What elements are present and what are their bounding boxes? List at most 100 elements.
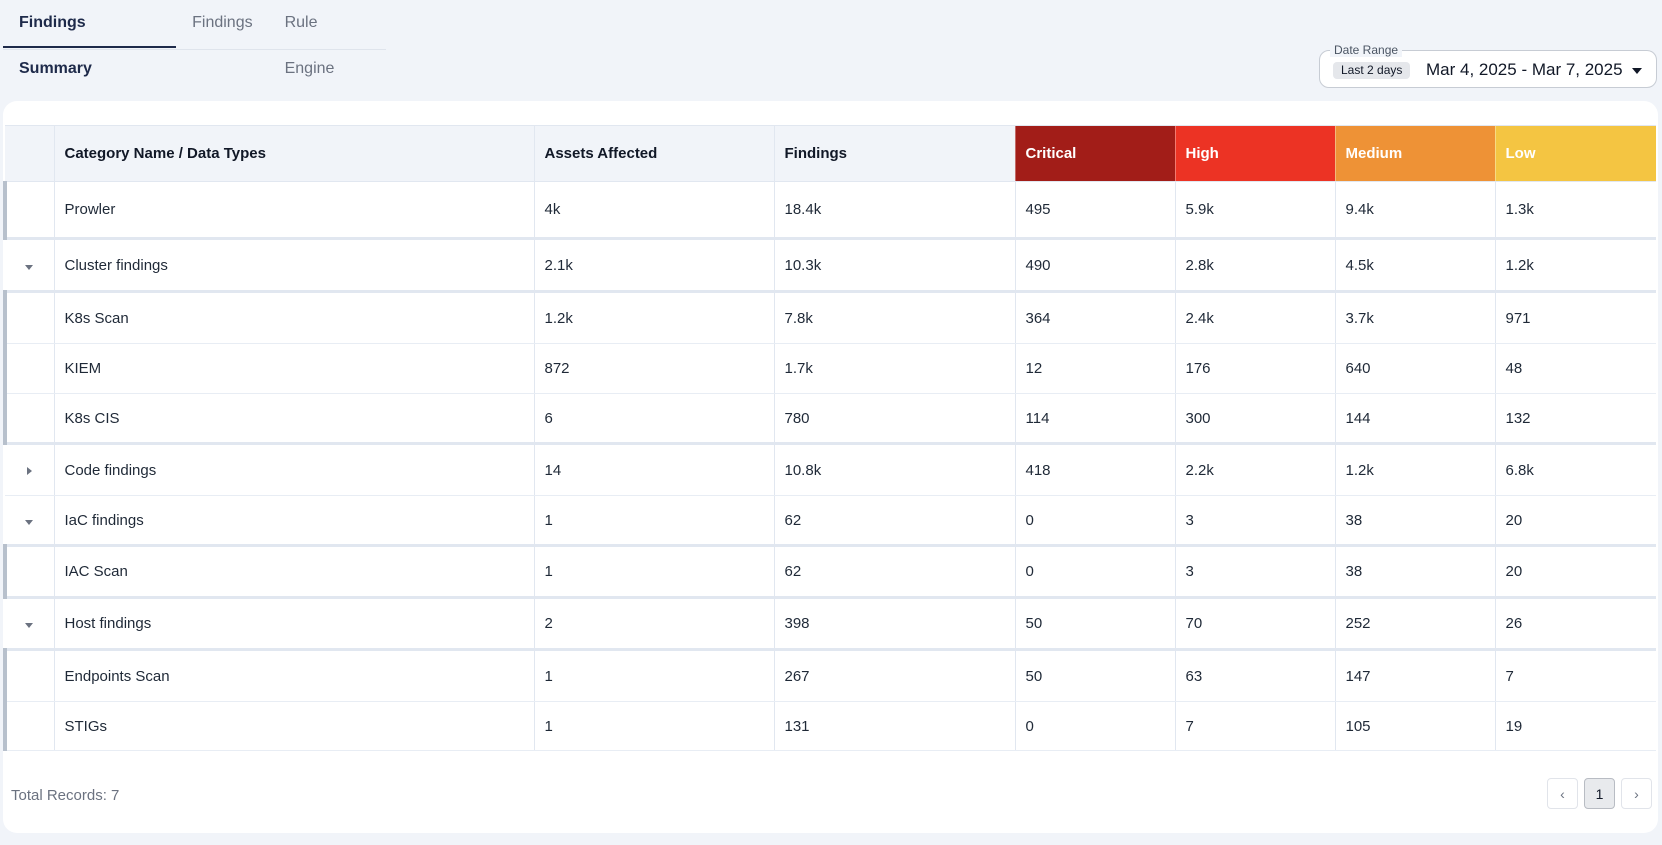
header-high[interactable]: High	[1174, 125, 1335, 182]
row-low: 6.8k	[1494, 442, 1656, 496]
row-category-name: Prowler	[53, 181, 534, 239]
row-high: 3	[1174, 495, 1335, 546]
table-row[interactable]: IaC findings 1 62 0 3 38 20	[5, 495, 1656, 546]
row-medium: 38	[1334, 544, 1495, 598]
row-assets: 4k	[533, 181, 774, 239]
row-category-name: Endpoints Scan	[53, 648, 534, 702]
tab-rule-engine[interactable]: Rule Engine	[284, 14, 335, 77]
table-row[interactable]: Cluster findings 2.1k 10.3k 490 2.8k 4.5…	[5, 237, 1656, 292]
row-medium: 1.2k	[1334, 442, 1495, 496]
table-row[interactable]: IAC Scan 1 62 0 3 38 20	[3, 544, 1656, 598]
row-expand-toggle[interactable]	[5, 442, 54, 496]
page-1-button[interactable]: 1	[1584, 778, 1615, 809]
row-high: 2.4k	[1174, 290, 1335, 344]
row-findings: 1.7k	[773, 343, 1015, 394]
chevron-down-icon[interactable]	[25, 623, 34, 628]
prev-page-button[interactable]: ‹	[1547, 778, 1578, 809]
table-row[interactable]: STIGs 1 131 0 7 105 19	[3, 701, 1656, 751]
table-row[interactable]: Code findings 14 10.8k 418 2.2k 1.2k 6.8…	[5, 442, 1656, 496]
row-assets: 1	[533, 495, 774, 546]
table-row[interactable]: KIEM 872 1.7k 12 176 640 48	[3, 343, 1656, 394]
row-findings: 7.8k	[773, 290, 1015, 344]
row-medium: 144	[1334, 393, 1495, 444]
chevron-down-icon[interactable]	[1632, 68, 1642, 74]
date-range-select[interactable]: Date Range Last 2 days Mar 4, 2025 - Mar…	[1319, 43, 1657, 88]
chevron-down-icon[interactable]	[25, 519, 34, 525]
row-assets: 6	[533, 393, 774, 444]
row-findings: 10.8k	[773, 442, 1015, 496]
next-page-button[interactable]: ›	[1621, 778, 1652, 809]
row-category-name: IAC Scan	[53, 544, 534, 598]
row-collapse-toggle[interactable]	[5, 495, 54, 546]
row-low: 20	[1494, 495, 1656, 546]
row-high: 300	[1174, 393, 1335, 444]
row-assets: 1	[533, 701, 774, 751]
row-assets: 1.2k	[533, 290, 774, 344]
findings-summary-card: Category Name / Data Types Assets Affect…	[3, 101, 1658, 833]
chevron-left-icon: ‹	[1560, 785, 1565, 802]
row-assets: 2.1k	[533, 237, 774, 292]
row-high: 5.9k	[1174, 181, 1335, 239]
row-high: 63	[1174, 648, 1335, 702]
date-range-chip: Last 2 days	[1333, 62, 1411, 79]
row-critical: 364	[1014, 290, 1175, 344]
row-assets: 1	[533, 648, 774, 702]
row-critical: 0	[1014, 495, 1175, 546]
row-category-name: STIGs	[53, 701, 534, 751]
row-critical: 418	[1014, 442, 1175, 496]
row-medium: 9.4k	[1334, 181, 1495, 239]
row-assets: 872	[533, 343, 774, 394]
row-category-name: KIEM	[53, 343, 534, 394]
tab-findings[interactable]: Findings	[192, 14, 253, 31]
row-assets: 1	[533, 544, 774, 598]
pagination: ‹ 1 ›	[1547, 778, 1652, 809]
table-row[interactable]: K8s CIS 6 780 114 300 144 132	[3, 393, 1656, 444]
row-high: 2.2k	[1174, 442, 1335, 496]
row-high: 70	[1174, 596, 1335, 650]
row-category-name: IaC findings	[53, 495, 534, 546]
header-assets-affected[interactable]: Assets Affected	[533, 125, 774, 182]
row-medium: 4.5k	[1334, 237, 1495, 292]
row-high: 3	[1174, 544, 1335, 598]
row-high: 176	[1174, 343, 1335, 394]
row-critical: 50	[1014, 596, 1175, 650]
row-critical: 490	[1014, 237, 1175, 292]
row-low: 26	[1494, 596, 1656, 650]
chevron-right-icon[interactable]	[26, 466, 32, 475]
table-row[interactable]: K8s Scan 1.2k 7.8k 364 2.4k 3.7k 971	[3, 290, 1656, 344]
table-header-row: Category Name / Data Types Assets Affect…	[5, 125, 1656, 182]
row-critical: 50	[1014, 648, 1175, 702]
row-low: 971	[1494, 290, 1656, 344]
header-findings[interactable]: Findings	[773, 125, 1015, 182]
row-collapse-toggle[interactable]	[5, 596, 54, 650]
date-range-label: Date Range	[1330, 43, 1403, 57]
table-row[interactable]: Endpoints Scan 1 267 50 63 147 7	[3, 648, 1656, 702]
tab-findings-summary[interactable]: Findings Summary	[3, 0, 177, 77]
row-low: 1.2k	[1494, 237, 1656, 292]
row-findings: 267	[773, 648, 1015, 702]
row-findings: 10.3k	[773, 237, 1015, 292]
row-medium: 38	[1334, 495, 1495, 546]
chevron-right-icon: ›	[1634, 785, 1639, 802]
findings-summary-table: Category Name / Data Types Assets Affect…	[3, 125, 1656, 751]
row-collapse-toggle[interactable]	[5, 237, 54, 292]
row-assets: 14	[533, 442, 774, 496]
header-critical[interactable]: Critical	[1014, 125, 1175, 182]
row-low: 19	[1494, 701, 1656, 751]
header-low[interactable]: Low	[1494, 125, 1656, 182]
table-row[interactable]: Prowler 4k 18.4k 495 5.9k 9.4k 1.3k	[3, 181, 1656, 239]
row-findings: 18.4k	[773, 181, 1015, 239]
row-low: 7	[1494, 648, 1656, 702]
tab-bar: Findings Summary Findings Rule Engine	[3, 0, 386, 77]
row-high: 2.8k	[1174, 237, 1335, 292]
row-medium: 105	[1334, 701, 1495, 751]
header-category[interactable]: Category Name / Data Types	[53, 125, 534, 182]
chevron-down-icon[interactable]	[25, 264, 34, 270]
row-category-name: K8s Scan	[53, 290, 534, 344]
row-low: 132	[1494, 393, 1656, 444]
row-category-name: K8s CIS	[53, 393, 534, 444]
table-row[interactable]: Host findings 2 398 50 70 252 26	[5, 596, 1656, 650]
header-medium[interactable]: Medium	[1334, 125, 1495, 182]
row-critical: 0	[1014, 701, 1175, 751]
row-findings: 398	[773, 596, 1015, 650]
